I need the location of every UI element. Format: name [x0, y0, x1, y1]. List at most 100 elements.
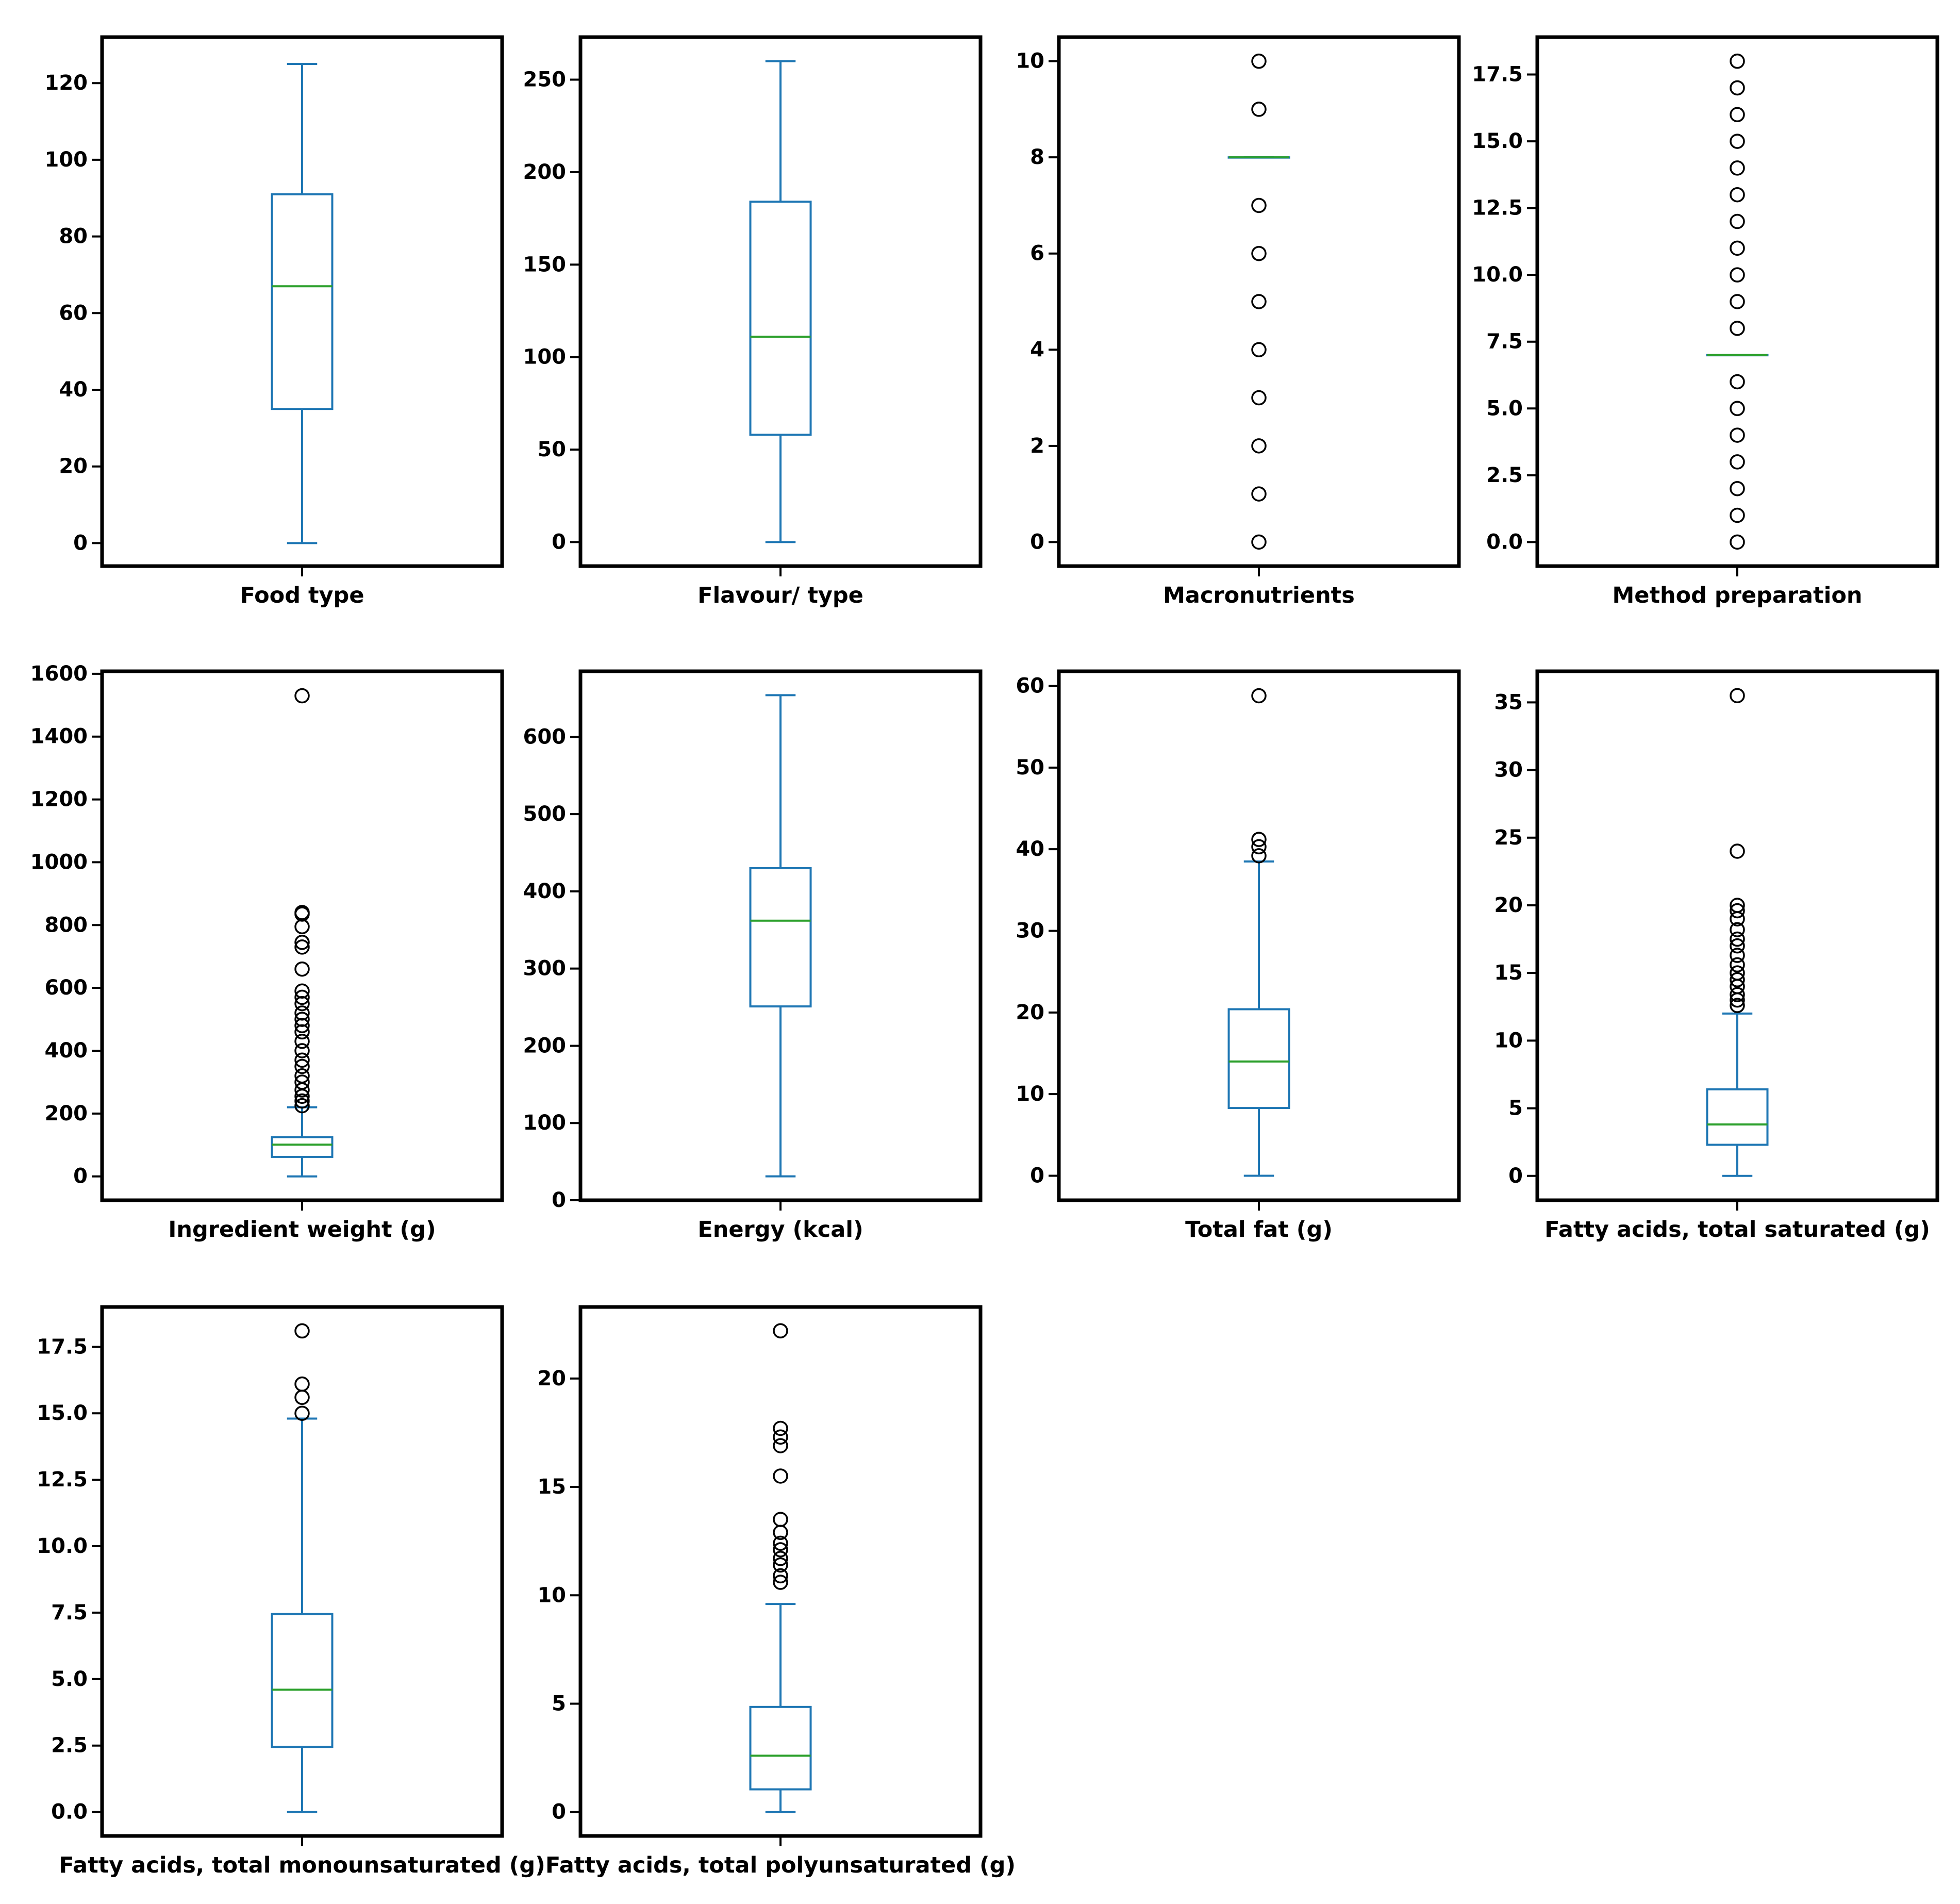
outlier-point [773, 1468, 788, 1484]
y-tick-label: 35 [1494, 690, 1523, 714]
outlier-point [1251, 294, 1267, 309]
outlier-point [1730, 374, 1745, 390]
y-tick-label: 100 [523, 345, 567, 369]
y-tick-label: 17.5 [1472, 63, 1523, 87]
y-tick-label: 30 [1016, 919, 1044, 943]
outlier-point [773, 1542, 788, 1558]
outlier-point [1730, 454, 1745, 470]
outlier-point [1730, 240, 1745, 256]
y-tick-label: 20 [59, 455, 88, 478]
y-tick-label: 2 [1030, 434, 1044, 458]
y-tick-label: 20 [1016, 1001, 1044, 1024]
x-category-label: Energy (kcal) [697, 1217, 863, 1243]
subplot-8: 0 5 10 15 20 25 30 35 Fatty acids, total saturat… [1494, 669, 1939, 1243]
y-tick-label: 15.0 [37, 1401, 88, 1425]
y-tick-label: 10.0 [37, 1534, 88, 1558]
outlier-point [1730, 321, 1745, 336]
outlier-point [294, 1405, 310, 1421]
outlier-point [1730, 80, 1745, 96]
x-category-label: Flavour/ type [697, 583, 863, 608]
subplot-7: 0 10 20 30 40 50 60 Total fat (g) [1016, 669, 1461, 1243]
outlier-point [1251, 832, 1267, 847]
y-tick-label: 6 [1030, 242, 1044, 266]
y-tick-label: 15.0 [1472, 129, 1523, 153]
outlier-point [773, 1429, 788, 1445]
subplot-9: 0.0 2.5 5.0 7.5 10.0 12.5 15.0 17.5 Fatty acids,… [37, 1305, 545, 1878]
outlier-point [1730, 401, 1745, 417]
y-tick-label: 7.5 [1486, 330, 1523, 354]
outlier-point [1730, 294, 1745, 309]
y-tick-label: 10 [537, 1583, 566, 1607]
outlier-point [294, 1052, 310, 1068]
iqr-box [271, 1613, 334, 1748]
y-tick-label: 0 [73, 1165, 88, 1188]
outlier-point [294, 1012, 310, 1027]
y-tick-label: 0 [552, 1800, 566, 1824]
outlier-point [294, 1093, 310, 1109]
outlier-point [1730, 948, 1745, 963]
y-tick-label: 40 [59, 378, 88, 402]
y-tick-label: 800 [45, 913, 88, 937]
outlier-point [1730, 957, 1745, 973]
outlier-point [773, 1420, 788, 1436]
outlier-point [294, 1376, 310, 1392]
outlier-point [773, 1438, 788, 1453]
y-tick-label: 10.0 [1472, 263, 1523, 287]
y-tick-label: 4 [1030, 338, 1044, 361]
y-tick-label: 12.5 [37, 1468, 88, 1492]
subplot-3: 0 2 4 6 8 10 Macronutrients [1016, 35, 1461, 608]
y-tick-label: 15 [537, 1475, 566, 1499]
x-category-label: Fatty acids, total polyunsaturated (g) [545, 1852, 1016, 1878]
y-tick-label: 10 [1016, 49, 1044, 73]
x-category-label: Macronutrients [1163, 583, 1355, 608]
x-category-label: Fatty acids, total monounsaturated (g) [59, 1852, 545, 1878]
y-tick-label: 10 [1494, 1029, 1523, 1052]
outlier-point [1730, 688, 1745, 703]
iqr-box [749, 1706, 812, 1791]
y-tick-label: 60 [59, 301, 88, 325]
y-tick-label: 80 [59, 225, 88, 249]
y-tick-label: 0.0 [1486, 530, 1523, 554]
outlier-point [1251, 197, 1267, 213]
outlier-point [1251, 438, 1267, 454]
outlier-point [294, 989, 310, 1005]
outlier-point [294, 688, 310, 704]
y-tick-label: 5.0 [51, 1667, 88, 1691]
iqr-box [271, 193, 334, 410]
x-category-label: Fatty acids, total saturated (g) [1544, 1217, 1930, 1243]
y-tick-label: 20 [1494, 893, 1523, 917]
outlier-point [773, 1568, 788, 1584]
y-tick-label: 500 [523, 802, 567, 826]
outlier-point [1730, 107, 1745, 123]
y-tick-label: 2.5 [1486, 463, 1523, 487]
outlier-point [773, 1535, 788, 1551]
outlier-point [1730, 931, 1745, 947]
outlier-point [1251, 839, 1267, 855]
y-tick-label: 0 [552, 1188, 566, 1212]
y-tick-label: 40 [1016, 837, 1044, 861]
y-tick-label: 5 [552, 1692, 566, 1716]
outlier-point [773, 1323, 788, 1339]
y-tick-label: 1200 [30, 788, 88, 812]
y-tick-label: 120 [45, 71, 88, 95]
y-tick-label: 20 [537, 1367, 566, 1390]
outlier-point [1730, 427, 1745, 443]
outlier-point [1730, 922, 1745, 937]
outlier-point [294, 1068, 310, 1084]
y-tick-label: 0.0 [51, 1800, 88, 1824]
y-tick-label: 600 [45, 976, 88, 1000]
subplot-5: 0 200 400 600 800 1000 1200 1400 1600 Ingredient … [30, 662, 504, 1243]
outlier-point [1730, 160, 1745, 176]
y-tick-label: 300 [523, 957, 567, 981]
outlier-point [1730, 187, 1745, 203]
outlier-point [1730, 507, 1745, 523]
x-category-label: Total fat (g) [1185, 1217, 1333, 1243]
outlier-point [1730, 843, 1745, 859]
iqr-box [271, 1136, 334, 1158]
y-tick-label: 200 [523, 160, 567, 184]
outlier-point [1730, 267, 1745, 283]
outlier-point [1730, 53, 1745, 69]
outlier-point [294, 1098, 310, 1114]
outlier-point [294, 1058, 310, 1074]
